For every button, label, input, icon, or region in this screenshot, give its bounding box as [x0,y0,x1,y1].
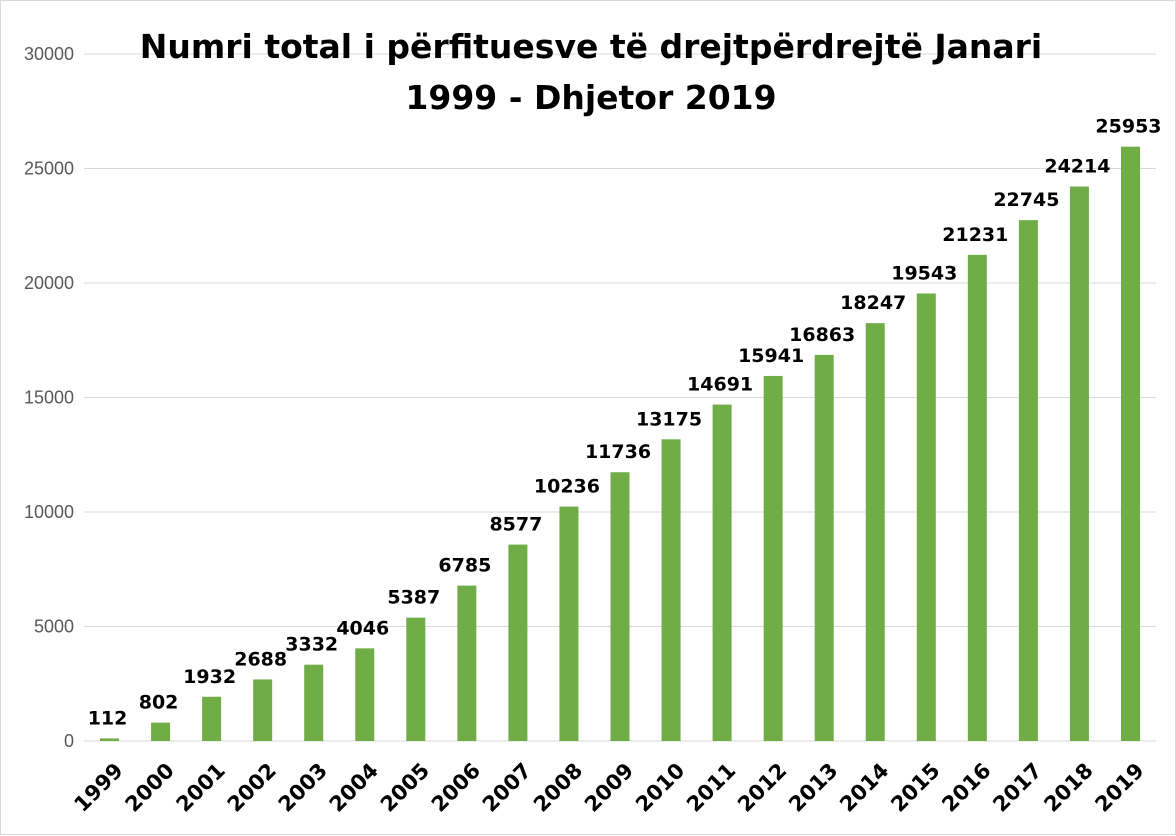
x-tick-label-2013: 2013 [784,758,842,816]
data-label-2012: 15941 [738,345,804,367]
y-tick-label: 5000 [34,617,74,637]
bar-2008 [559,506,579,741]
data-label-2004: 4046 [336,617,389,639]
x-tick-label-2016: 2016 [937,758,995,816]
bar-2016 [967,254,987,741]
y-tick-label: 0 [64,731,74,751]
x-tick-label-2006: 2006 [427,758,485,816]
x-tick-label-2004: 2004 [325,758,383,816]
x-axis-tick-labels: 1999200020012002200320042005200620072008… [70,758,1149,816]
data-label-2000: 802 [139,692,179,714]
x-tick-label-1999: 1999 [70,758,128,816]
data-label-2014: 18247 [840,292,906,314]
bar-2018 [1069,186,1089,742]
data-label-2017: 22745 [993,189,1059,211]
chart-title-line-2: 1999 - Dhjetor 2019 [405,78,776,117]
data-label-2015: 19543 [891,262,957,284]
bar-2003 [304,664,324,741]
bar-2002 [253,679,273,741]
data-label-2010: 13175 [636,408,702,430]
y-tick-label: 25000 [24,159,74,179]
data-label-2003: 3332 [285,634,338,656]
data-label-2006: 6785 [438,555,491,577]
x-tick-label-2009: 2009 [580,758,638,816]
data-label-2019: 25953 [1095,116,1161,138]
bar-2011 [712,404,732,741]
x-tick-label-2000: 2000 [121,758,179,816]
x-tick-label-2012: 2012 [733,758,791,816]
bar-2014 [865,323,885,741]
y-tick-label: 15000 [24,388,74,408]
bar-2007 [508,544,528,741]
data-label-2009: 11736 [585,441,651,463]
data-label-2016: 21231 [942,224,1008,246]
x-tick-label-2007: 2007 [478,758,536,816]
bar-2017 [1018,220,1038,741]
x-tick-label-2001: 2001 [172,758,230,816]
data-label-2013: 16863 [789,324,855,346]
data-label-2007: 8577 [489,514,542,536]
y-tick-label: 30000 [24,44,74,64]
x-tick-label-2018: 2018 [1039,758,1097,816]
data-label-2002: 2688 [234,648,287,670]
y-axis-tick-labels: 0 5000 10000 15000 20000 25000 30000 [24,44,74,751]
data-label-2011: 14691 [687,374,753,396]
x-tick-label-2017: 2017 [988,758,1046,816]
bar-2000 [151,722,171,741]
x-tick-label-2003: 2003 [274,758,332,816]
bar-2005 [406,617,426,741]
bar-2009 [610,472,630,741]
y-tick-label: 10000 [24,502,74,522]
y-tick-label: 20000 [24,273,74,293]
bars [100,146,1140,742]
data-label-2001: 1932 [183,666,236,688]
data-label-1999: 112 [88,707,128,729]
data-label-2008: 10236 [534,476,600,498]
chart-title-line-1: Numri total i përfituesve të drejtpërdre… [140,27,1043,66]
bar-2015 [916,293,936,741]
bar-2001 [202,696,222,741]
data-label-2005: 5387 [387,587,440,609]
x-tick-label-2014: 2014 [835,758,893,816]
x-tick-label-2019: 2019 [1090,758,1148,816]
bar-2010 [661,439,681,741]
bar-2013 [814,354,834,741]
x-tick-label-2002: 2002 [223,758,281,816]
bar-2004 [355,648,375,741]
bar-2019 [1120,146,1140,742]
data-label-2018: 24214 [1044,155,1110,177]
bar-1999 [100,738,120,741]
x-tick-label-2005: 2005 [376,758,434,816]
bar-2012 [763,375,783,741]
x-tick-label-2015: 2015 [886,758,944,816]
chart-title: Numri total i përfituesve të drejtpërdre… [140,27,1043,117]
x-tick-label-2008: 2008 [529,758,587,816]
x-tick-label-2010: 2010 [631,758,689,816]
bar-2006 [457,585,477,741]
x-tick-label-2011: 2011 [682,758,740,816]
